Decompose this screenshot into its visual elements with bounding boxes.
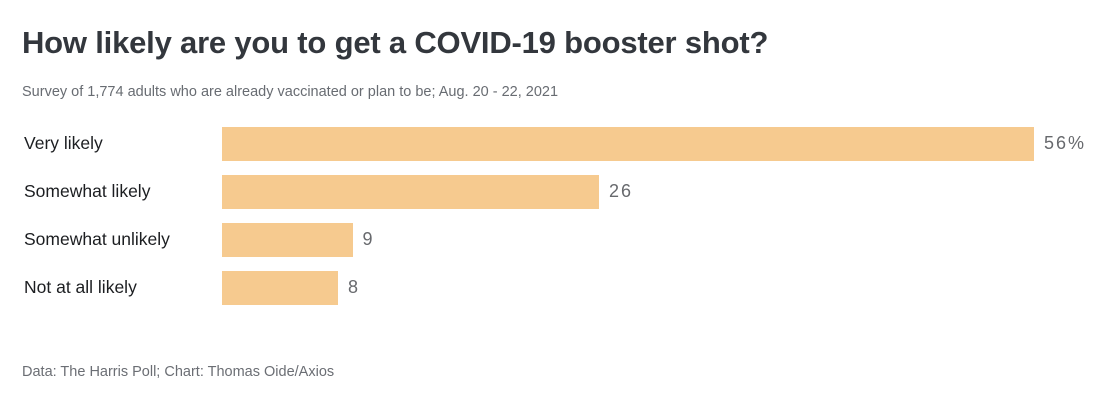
bar-row: Somewhat unlikely 9 bbox=[22, 222, 1098, 257]
bar-track: 26 bbox=[222, 174, 1098, 209]
source-credit: Data: The Harris Poll; Chart: Thomas Oid… bbox=[22, 363, 335, 380]
bar-track: 56% bbox=[222, 126, 1098, 161]
value-label: 26 bbox=[609, 181, 634, 202]
bar bbox=[222, 270, 338, 305]
bar-chart: Very likely 56% Somewhat likely 26 Somewhat … bbox=[22, 126, 1098, 305]
chart-subtitle: Survey of 1,774 adults who are already v… bbox=[22, 83, 559, 100]
bar bbox=[222, 126, 1034, 161]
bar-track: 9 bbox=[222, 222, 1098, 257]
category-label: Not at all likely bbox=[24, 277, 137, 298]
bar-row: Not at all likely 8 bbox=[22, 270, 1098, 305]
category-label: Somewhat likely bbox=[24, 181, 151, 202]
value-label: 56% bbox=[1044, 133, 1087, 154]
bar bbox=[222, 174, 599, 209]
chart-title: How likely are you to get a COVID-19 boo… bbox=[22, 25, 769, 60]
bar-row: Very likely 56% bbox=[22, 126, 1098, 161]
bar-track: 8 bbox=[222, 270, 1098, 305]
bar-row: Somewhat likely 26 bbox=[22, 174, 1098, 209]
category-label: Somewhat unlikely bbox=[24, 229, 170, 250]
value-label: 9 bbox=[362, 229, 375, 250]
category-label: Very likely bbox=[24, 133, 103, 154]
bar bbox=[222, 222, 353, 257]
value-label: 8 bbox=[348, 277, 361, 298]
